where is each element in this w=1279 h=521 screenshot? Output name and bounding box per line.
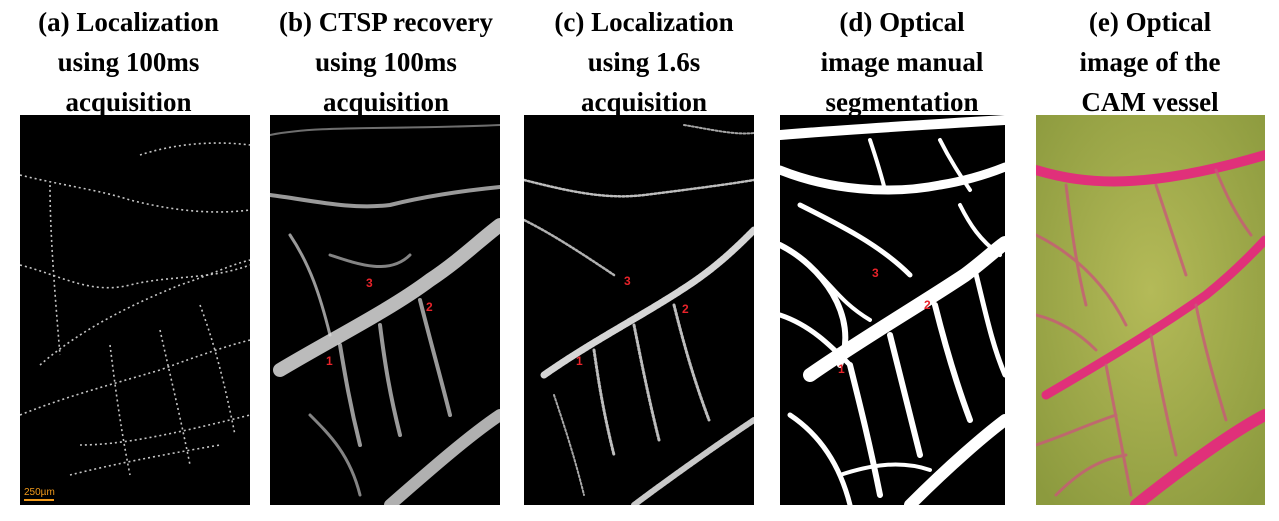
marker-3: 3: [872, 266, 879, 280]
scale-bar-label: 250µm: [24, 487, 55, 498]
caption-line: (e) Optical: [1088, 7, 1212, 37]
caption-line: image manual: [820, 47, 984, 77]
caption-line: (c) Localization: [554, 7, 734, 37]
panel-e-caption: (e) Optical image of the CAM vessel: [1039, 2, 1261, 122]
panel-d-caption: (d) Optical image manual segmentation: [773, 2, 1031, 122]
localization-100ms-image: 250µm: [20, 115, 250, 505]
scale-bar-line: [24, 499, 54, 501]
caption-line: acquisition: [580, 87, 708, 117]
panel-a-caption: (a) Localization using 100ms acquisition: [0, 2, 257, 122]
marker-2: 2: [426, 300, 433, 314]
marker-1: 1: [326, 354, 333, 368]
marker-1: 1: [838, 362, 845, 376]
marker-1: 1: [576, 354, 583, 368]
manual-segmentation-image: 3 2 1: [780, 115, 1005, 505]
marker-3: 3: [366, 276, 373, 290]
marker-3: 3: [624, 274, 631, 288]
caption-line: CAM vessel: [1081, 87, 1219, 117]
panel-c-caption: (c) Localization using 1.6s acquisition: [515, 2, 773, 122]
caption-line: segmentation: [825, 87, 979, 117]
caption-line: using 100ms: [57, 47, 200, 77]
ctsp-recovery-image: 3 2 1: [270, 115, 500, 505]
caption-line: (b) CTSP recovery: [279, 7, 493, 37]
localization-1-6s-image: 3 2 1: [524, 115, 754, 505]
caption-line: (d) Optical: [839, 7, 965, 37]
caption-line: acquisition: [322, 87, 450, 117]
caption-line: (a) Localization: [38, 7, 219, 37]
caption-line: acquisition: [65, 87, 192, 117]
caption-line: using 100ms: [315, 47, 457, 77]
cam-vessel-optical-image: [1036, 115, 1265, 505]
caption-line: image of the: [1079, 47, 1221, 77]
marker-2: 2: [924, 298, 931, 312]
marker-2: 2: [682, 302, 689, 316]
caption-line: using 1.6s: [587, 47, 701, 77]
panel-b-caption: (b) CTSP recovery using 100ms acquisitio…: [257, 2, 515, 122]
scale-bar: 250µm: [24, 487, 55, 501]
